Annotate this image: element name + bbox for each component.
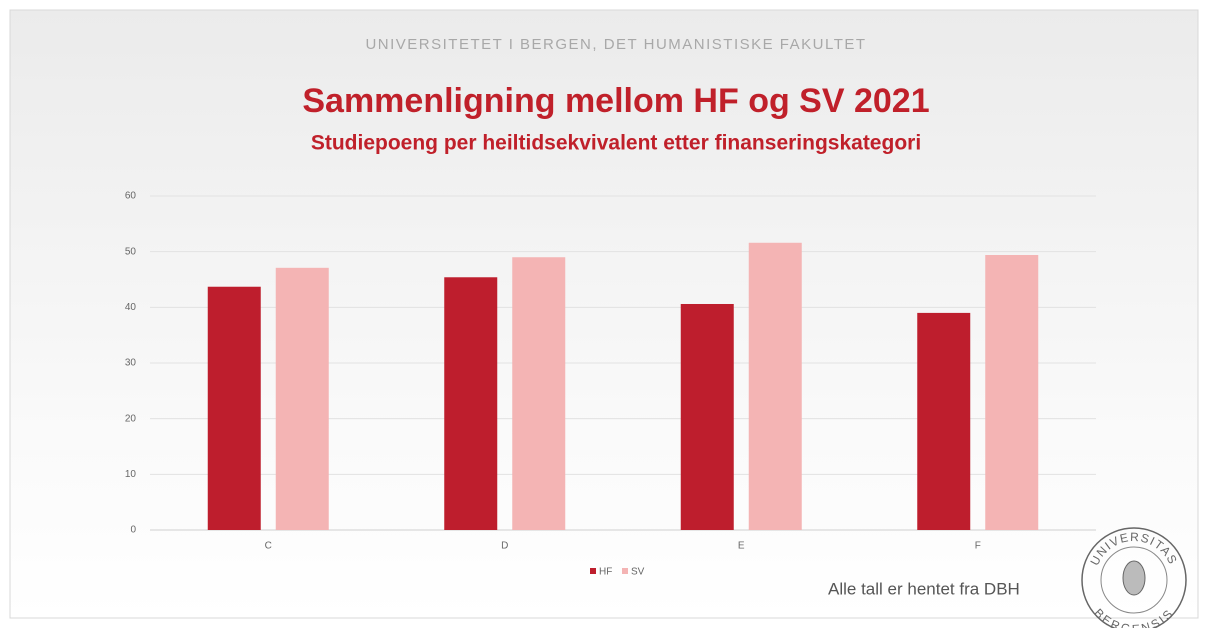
legend-swatch [622,568,628,574]
bar [444,277,498,530]
legend-label: HF [599,567,612,578]
y-tick-label: 30 [125,358,137,369]
bar [207,286,261,530]
chart-title: Sammenligning mellom HF og SV 2021 [302,82,929,120]
y-tick-label: 40 [125,302,137,313]
legend-label: SV [631,567,645,578]
logo-owl [1122,560,1146,596]
y-tick-label: 0 [130,525,136,536]
x-tick-label: C [265,541,272,552]
bar [917,312,971,530]
chart-subtitle: Studiepoeng per heiltidsekvivalent etter… [311,132,921,155]
footer-note: Alle tall er hentet fra DBH [828,579,1020,598]
bar [275,267,329,530]
bar [512,257,566,530]
y-tick-label: 50 [125,246,137,257]
bar [985,255,1039,531]
y-tick-label: 60 [125,191,137,202]
header: UNIVERSITETET I BERGEN, DET HUMANISTISKE… [365,36,866,53]
x-tick-label: F [975,541,981,552]
legend-swatch [590,568,596,574]
logo-ring [1081,527,1187,628]
bar [748,242,802,530]
y-tick-label: 20 [125,413,137,424]
y-tick-label: 10 [125,469,137,480]
x-tick-label: E [738,541,745,552]
x-tick-label: D [501,541,508,552]
logo-inner-ring [1100,546,1168,614]
bar [680,303,734,530]
